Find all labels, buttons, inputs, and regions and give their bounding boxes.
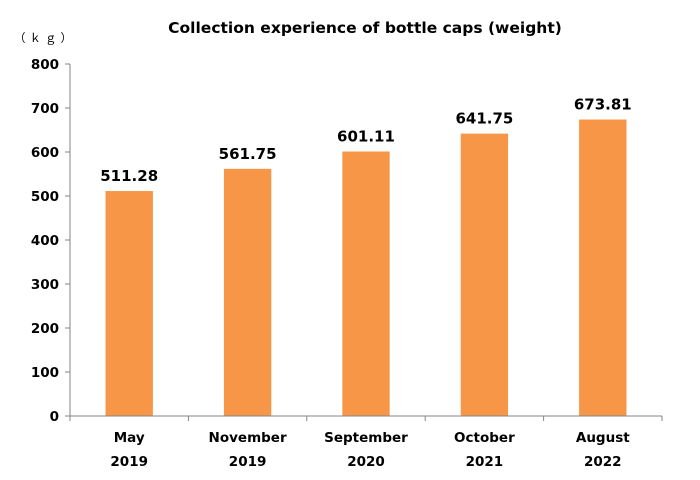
bar <box>460 133 509 416</box>
x-tick-label-year: 2022 <box>584 454 622 470</box>
data-label: 673.81 <box>574 96 632 114</box>
y-tick-label: 100 <box>31 365 59 381</box>
x-tick-label: November <box>209 430 287 446</box>
x-tick-label: May <box>114 430 145 446</box>
y-tick-label: 200 <box>31 321 59 337</box>
x-tick-label: September <box>324 430 408 446</box>
data-labels: 511.28 561.75 601.11 641.75 673.81 <box>100 96 631 186</box>
data-label: 641.75 <box>455 110 513 128</box>
y-tick-label: 400 <box>31 233 59 249</box>
y-tick-label: 600 <box>31 145 59 161</box>
y-tick-label: 300 <box>31 277 59 293</box>
y-tick-label: 0 <box>50 409 59 425</box>
y-tick-label: 700 <box>31 101 59 117</box>
bar <box>342 151 390 416</box>
data-label: 511.28 <box>100 167 158 185</box>
y-tick-label: 500 <box>31 189 59 205</box>
x-tick-label-year: 2021 <box>466 454 504 470</box>
x-tick-label-year: 2020 <box>347 454 385 470</box>
x-axis: May 2019 November 2019 September 2020 October 2… <box>110 430 630 470</box>
axis-lines <box>65 63 663 421</box>
chart-title: Collection experience of bottle caps (we… <box>168 19 562 37</box>
data-label: 601.11 <box>337 128 395 146</box>
x-tick-label: October <box>454 430 515 446</box>
bar <box>579 119 627 417</box>
x-tick-label: August <box>576 430 630 446</box>
bars <box>105 119 627 417</box>
y-axis-unit-label: （ｋｇ） <box>14 31 76 45</box>
bar <box>105 191 153 416</box>
x-tick-label-year: 2019 <box>229 454 267 470</box>
y-tick-label: 800 <box>31 57 59 73</box>
x-tick-label-year: 2019 <box>110 454 148 470</box>
bar <box>223 168 272 416</box>
y-axis: 0 100 200 300 400 500 600 700 800 <box>31 57 59 425</box>
data-label: 561.75 <box>219 145 277 163</box>
